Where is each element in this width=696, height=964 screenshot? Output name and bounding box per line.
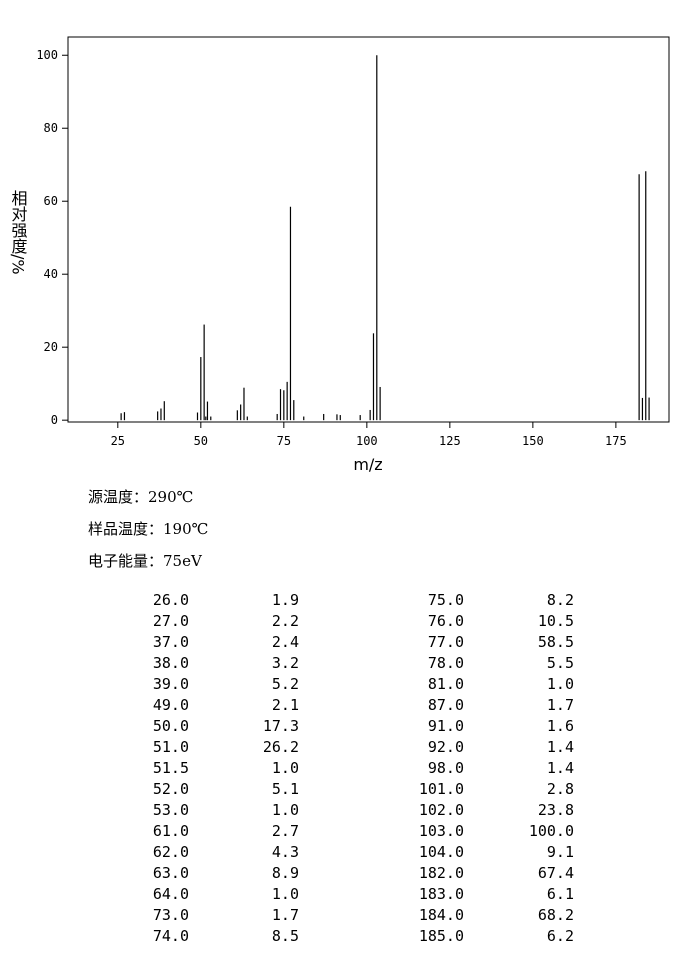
mz-cell: 52.0 <box>153 780 189 798</box>
mz-cell: 76.0 <box>428 612 464 630</box>
note: 样品温度：190℃ <box>88 520 208 538</box>
intensity-cell: 4.3 <box>272 843 299 861</box>
intensity-cell: 8.5 <box>272 927 299 945</box>
mz-cell: 49.0 <box>153 696 189 714</box>
intensity-cell: 26.2 <box>263 738 299 756</box>
intensity-cell: 6.1 <box>547 885 574 903</box>
x-axis-label: m/z <box>353 455 382 474</box>
intensity-cell: 23.8 <box>538 801 574 819</box>
intensity-cell: 2.4 <box>272 633 299 651</box>
mz-cell: 37.0 <box>153 633 189 651</box>
intensity-cell: 58.5 <box>538 633 574 651</box>
intensity-cell: 67.4 <box>538 864 574 882</box>
mz-cell: 61.0 <box>153 822 189 840</box>
intensity-cell: 1.0 <box>272 885 299 903</box>
intensity-cell: 1.7 <box>272 906 299 924</box>
mz-cell: 185.0 <box>419 927 464 945</box>
mz-cell: 103.0 <box>419 822 464 840</box>
mz-cell: 50.0 <box>153 717 189 735</box>
intensity-cell: 8.9 <box>272 864 299 882</box>
mz-cell: 38.0 <box>153 654 189 672</box>
intensity-cell: 17.3 <box>263 717 299 735</box>
mz-cell: 39.0 <box>153 675 189 693</box>
intensity-cell: 2.8 <box>547 780 574 798</box>
mz-cell: 92.0 <box>428 738 464 756</box>
mz-cell: 64.0 <box>153 885 189 903</box>
mz-cell: 63.0 <box>153 864 189 882</box>
mz-cell: 87.0 <box>428 696 464 714</box>
intensity-cell: 1.0 <box>272 801 299 819</box>
intensity-cell: 1.4 <box>547 759 574 777</box>
x-tick-label: 100 <box>356 434 378 448</box>
x-tick-label: 75 <box>277 434 291 448</box>
mz-cell: 73.0 <box>153 906 189 924</box>
mz-cell: 74.0 <box>153 927 189 945</box>
intensity-cell: 1.0 <box>547 675 574 693</box>
mz-cell: 102.0 <box>419 801 464 819</box>
x-tick-label: 150 <box>522 434 544 448</box>
intensity-cell: 68.2 <box>538 906 574 924</box>
mz-cell: 26.0 <box>153 591 189 609</box>
mz-cell: 51.5 <box>153 759 189 777</box>
intensity-cell: 10.5 <box>538 612 574 630</box>
mz-cell: 104.0 <box>419 843 464 861</box>
mz-cell: 184.0 <box>419 906 464 924</box>
intensity-cell: 3.2 <box>272 654 299 672</box>
intensity-cell: 2.2 <box>272 612 299 630</box>
y-tick-label: 60 <box>44 194 58 208</box>
intensity-cell: 5.1 <box>272 780 299 798</box>
intensity-cell: 1.6 <box>547 717 574 735</box>
note: 源温度：290℃ <box>88 488 193 506</box>
mz-cell: 81.0 <box>428 675 464 693</box>
intensity-cell: 1.7 <box>547 696 574 714</box>
y-tick-label: 0 <box>51 413 58 427</box>
mz-cell: 78.0 <box>428 654 464 672</box>
intensity-cell: 100.0 <box>529 822 574 840</box>
x-tick-label: 25 <box>111 434 125 448</box>
note: 电子能量：75eV <box>88 552 203 570</box>
mz-cell: 77.0 <box>428 633 464 651</box>
y-tick-label: 20 <box>44 340 58 354</box>
x-tick-label: 50 <box>194 434 208 448</box>
mz-cell: 51.0 <box>153 738 189 756</box>
mz-cell: 101.0 <box>419 780 464 798</box>
x-tick-label: 125 <box>439 434 461 448</box>
intensity-cell: 1.4 <box>547 738 574 756</box>
mz-cell: 62.0 <box>153 843 189 861</box>
intensity-cell: 1.0 <box>272 759 299 777</box>
y-tick-label: 80 <box>44 121 58 135</box>
mz-cell: 98.0 <box>428 759 464 777</box>
mz-cell: 75.0 <box>428 591 464 609</box>
intensity-cell: 2.1 <box>272 696 299 714</box>
y-tick-label: 40 <box>44 267 58 281</box>
plot-frame <box>67 36 670 423</box>
y-axis-label: 相对强度/% <box>9 190 28 275</box>
mz-cell: 182.0 <box>419 864 464 882</box>
mz-cell: 91.0 <box>428 717 464 735</box>
x-tick-label: 175 <box>605 434 627 448</box>
mz-cell: 27.0 <box>153 612 189 630</box>
intensity-cell: 9.1 <box>547 843 574 861</box>
intensity-cell: 1.9 <box>272 591 299 609</box>
mz-cell: 53.0 <box>153 801 189 819</box>
y-tick-label: 100 <box>36 48 58 62</box>
intensity-cell: 8.2 <box>547 591 574 609</box>
intensity-cell: 6.2 <box>547 927 574 945</box>
intensity-cell: 5.5 <box>547 654 574 672</box>
intensity-cell: 5.2 <box>272 675 299 693</box>
mz-cell: 183.0 <box>419 885 464 903</box>
intensity-cell: 2.7 <box>272 822 299 840</box>
